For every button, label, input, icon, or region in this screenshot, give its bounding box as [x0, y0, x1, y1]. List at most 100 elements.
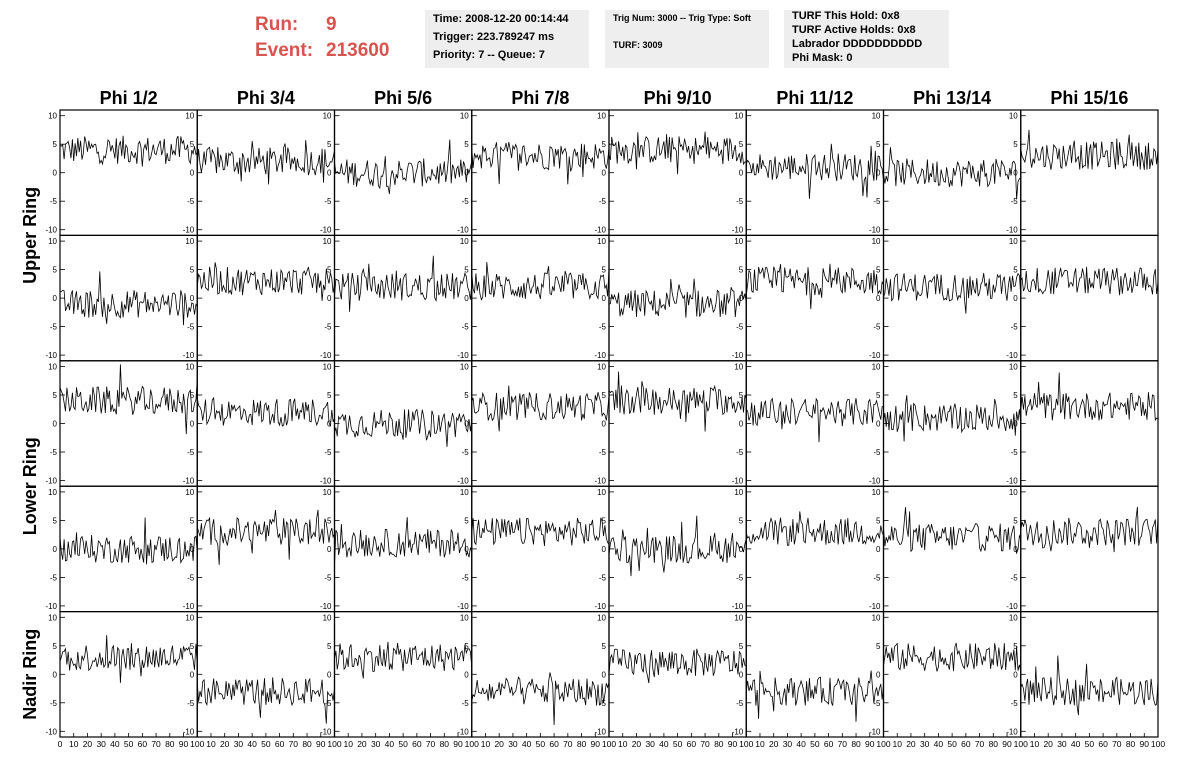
y-tick-label: 10: [460, 363, 469, 372]
column-header: Phi 5/6: [374, 88, 432, 108]
ring-label: Nadir Ring: [20, 629, 40, 720]
y-tick-label: 0: [739, 545, 744, 554]
y-tick-label: 10: [734, 613, 743, 622]
waveform-panel: [1020, 485, 1159, 613]
turf-active-text: TURF Active Holds: 0x8: [792, 24, 916, 36]
x-tick-label: 10: [1030, 739, 1040, 749]
y-tick-label: -5: [873, 573, 881, 582]
x-tick-label: 40: [110, 739, 120, 749]
y-tick-label: 10: [597, 613, 606, 622]
turf-hold-text: TURF This Hold: 0x8: [792, 10, 900, 22]
y-tick-label: -5: [599, 699, 607, 708]
waveform-trace: [59, 271, 198, 326]
y-tick-label: 10: [872, 363, 881, 372]
x-tick-label: 90: [591, 739, 601, 749]
x-tick-label: 30: [1057, 739, 1067, 749]
waveform-panel: [608, 360, 747, 487]
y-tick-label: 10: [460, 237, 469, 246]
y-tick-label: -5: [599, 323, 607, 332]
y-tick-label: -5: [599, 448, 607, 457]
y-tick-label: -10: [732, 727, 744, 736]
waveform-panel: [333, 234, 473, 362]
x-tick-label: 30: [645, 739, 655, 749]
y-tick-label: 0: [876, 545, 881, 554]
y-tick-label: 0: [602, 169, 607, 178]
y-tick-label: 5: [190, 642, 195, 651]
x-tick-label: 20: [494, 739, 504, 749]
run-value: 9: [326, 14, 337, 35]
y-tick-label: 5: [602, 642, 607, 651]
y-tick-label: 0: [876, 169, 881, 178]
y-tick-label: -5: [462, 197, 470, 206]
y-tick-label: 10: [872, 613, 881, 622]
y-tick-label: 5: [464, 266, 469, 275]
x-tick-label: 60: [275, 739, 285, 749]
y-tick-label: -10: [732, 351, 744, 360]
y-tick-label: -10: [1006, 226, 1018, 235]
x-tick-label: 40: [796, 739, 806, 749]
ring-label: Upper Ring: [20, 187, 40, 284]
y-tick-label: -10: [183, 727, 195, 736]
x-tick-label: 30: [234, 739, 244, 749]
y-tick-label: 5: [327, 140, 332, 149]
waveform-trace: [608, 515, 747, 577]
y-tick-label: 5: [876, 266, 881, 275]
x-tick-label: 50: [536, 739, 546, 749]
y-tick-label: 10: [734, 363, 743, 372]
waveform-trace: [196, 509, 335, 565]
x-tick-label: 100: [876, 739, 890, 749]
waveform-panel: [608, 610, 747, 738]
x-tick-label: 60: [412, 739, 422, 749]
y-tick-label: 0: [464, 420, 469, 429]
x-tick-label: 70: [426, 739, 436, 749]
column-header: Phi 13/14: [913, 88, 991, 108]
waveform-trace: [1020, 655, 1159, 716]
y-tick-label: -10: [320, 477, 332, 486]
y-tick-label: -5: [1011, 573, 1019, 582]
waveform-trace: [471, 262, 610, 301]
y-tick-label: 5: [876, 140, 881, 149]
x-tick-label: 50: [810, 739, 820, 749]
x-tick-label: 20: [357, 739, 367, 749]
y-tick-label: -10: [183, 602, 195, 611]
y-tick-label: 5: [602, 391, 607, 400]
trigger-text: Trigger: 223.789247 ms: [433, 31, 555, 43]
x-tick-label: 10: [69, 739, 79, 749]
y-tick-label: 0: [876, 294, 881, 303]
waveform-panel: [1020, 234, 1159, 362]
run-label: Run:: [255, 14, 299, 35]
x-tick-label: 100: [190, 739, 204, 749]
y-tick-label: 10: [323, 613, 332, 622]
x-tick-label: 80: [440, 739, 450, 749]
x-tick-label: 90: [865, 739, 875, 749]
waveform-trace: [883, 395, 1022, 442]
y-tick-label: 10: [185, 488, 194, 497]
waveform-panel: [471, 360, 610, 487]
x-tick-label: 50: [398, 739, 408, 749]
y-tick-label: 0: [190, 420, 195, 429]
y-tick-label: -5: [599, 573, 607, 582]
y-tick-label: 5: [876, 516, 881, 525]
y-tick-label: 5: [602, 266, 607, 275]
y-tick-label: -5: [50, 323, 58, 332]
column-header: Phi 7/8: [511, 88, 569, 108]
waveform-panel: [59, 610, 198, 738]
waveform-panel: [471, 485, 610, 613]
x-tick-label: 80: [989, 739, 999, 749]
y-tick-label: 10: [185, 112, 194, 121]
waveform-trace: [883, 272, 1022, 314]
waveform-panel: [745, 234, 885, 362]
y-tick-label: 5: [464, 642, 469, 651]
waveform-trace: [745, 143, 884, 199]
x-tick-label: 100: [1014, 739, 1028, 749]
x-tick-label: 70: [838, 739, 848, 749]
y-tick-label: -5: [462, 448, 470, 457]
y-tick-label: 5: [739, 642, 744, 651]
column-header: Phi 9/10: [644, 88, 712, 108]
y-tick-label: 0: [190, 545, 195, 554]
y-tick-label: 5: [1013, 642, 1018, 651]
y-tick-label: 0: [53, 420, 58, 429]
y-tick-label: 10: [734, 237, 743, 246]
y-tick-label: 10: [460, 112, 469, 121]
waveform-trace: [196, 262, 335, 301]
